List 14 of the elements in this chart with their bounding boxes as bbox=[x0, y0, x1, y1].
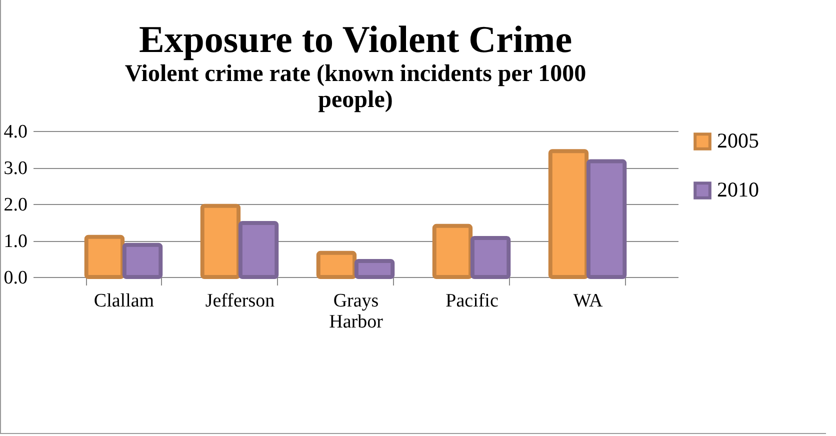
x-tick-label: Grays Harbor bbox=[329, 290, 384, 332]
y-tick-label: 1.0 bbox=[4, 231, 28, 252]
y-tick-label: 0.0 bbox=[4, 268, 28, 288]
chart-title: Exposure to Violent Crime bbox=[138, 19, 572, 61]
x-tick-label: WA bbox=[573, 290, 604, 312]
y-tick-label: 2.0 bbox=[4, 194, 28, 216]
x-tick-label: Pacific bbox=[446, 290, 498, 312]
x-tick-label: Clallam bbox=[94, 290, 154, 312]
chart-subtitle: Violent crime rate (known incidents per 1000 people) bbox=[124, 61, 586, 113]
y-tick-label: 4.0 bbox=[4, 122, 28, 142]
y-tick-label: 3.0 bbox=[4, 158, 28, 179]
x-tick-label: Jefferson bbox=[205, 290, 276, 312]
legend-label: 2010 bbox=[717, 178, 759, 202]
legend-label: 2005 bbox=[717, 128, 759, 152]
